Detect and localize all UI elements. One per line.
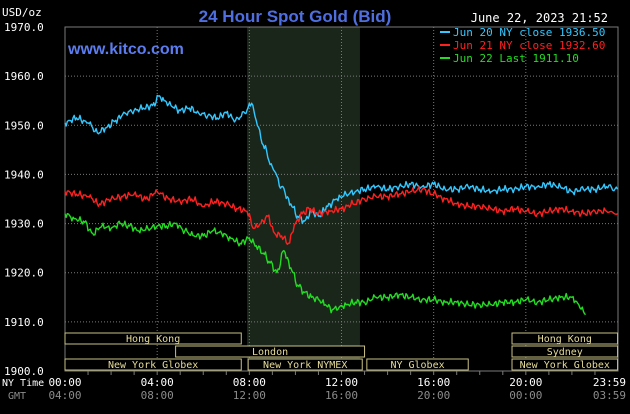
- session-label: New York Globex: [520, 360, 610, 371]
- y-tick-label: 1950.0: [4, 119, 44, 132]
- y-tick-label: 1940.0: [4, 168, 44, 181]
- x-tick-label-ny: 00:00: [48, 376, 81, 389]
- x-tick-label-ny: 20:00: [509, 376, 542, 389]
- session-label: London: [252, 347, 288, 358]
- y-tick-label: 1930.0: [4, 218, 44, 231]
- site-url-label[interactable]: www.kitco.com: [67, 41, 184, 58]
- session-bar: [511, 332, 619, 345]
- session-label: New York NYMEX: [263, 360, 347, 371]
- x-tick-label-gmt: 12:00: [233, 389, 266, 402]
- session-bar: [64, 332, 242, 345]
- session-label: Hong Kong: [126, 334, 180, 345]
- x-tick-label-gmt: 16:00: [325, 389, 358, 402]
- session-bar: [64, 358, 242, 371]
- market-hours-shade: [247, 27, 360, 371]
- session-bar: [511, 358, 619, 371]
- series-line: [64, 186, 618, 246]
- series-line: [64, 94, 619, 225]
- chart-title: 24 Hour Spot Gold (Bid): [199, 7, 392, 26]
- y-tick-label: 1960.0: [4, 70, 44, 83]
- y-tick-label: 1910.0: [4, 316, 44, 329]
- legend-entry: Jun 22 Last 1911.10: [453, 52, 579, 65]
- y-tick-label: 1900.0: [4, 365, 44, 378]
- x-tick-label-gmt: 08:00: [141, 389, 174, 402]
- session-bar: [511, 345, 619, 358]
- y-tick-label: 1920.0: [4, 267, 44, 280]
- x-tick-label-ny: 04:00: [141, 376, 174, 389]
- session-label: Sydney: [547, 347, 583, 358]
- legend-entry: Jun 20 NY close 1936.50: [453, 26, 605, 39]
- session-label: New York Globex: [108, 360, 198, 371]
- x-tick-label-ny: 08:00: [233, 376, 266, 389]
- x-axis-label-gmt: GMT: [8, 391, 26, 402]
- series-line: [64, 212, 587, 316]
- session-bar: [366, 358, 469, 371]
- session-label: NY Globex: [390, 360, 444, 371]
- x-tick-label-ny: 23:59: [593, 376, 626, 389]
- x-tick-label-ny: 12:00: [325, 376, 358, 389]
- y-axis-unit-label: USD/oz: [2, 6, 42, 19]
- plot-border: [64, 26, 619, 372]
- timestamp-label: June 22, 2023 21:52: [471, 11, 608, 25]
- x-tick-label-ny: 16:00: [417, 376, 450, 389]
- legend-entry: Jun 21 NY close 1932.60: [453, 39, 605, 52]
- x-tick-label-gmt: 20:00: [417, 389, 450, 402]
- x-tick-label-gmt: 00:00: [509, 389, 542, 402]
- session-bar: [247, 358, 363, 371]
- y-tick-label: 1970.0: [4, 21, 44, 34]
- x-tick-label-gmt: 03:59: [593, 389, 626, 402]
- session-bar: [175, 345, 366, 358]
- session-label: Hong Kong: [538, 334, 592, 345]
- x-axis-label-ny: NY Time: [2, 378, 44, 389]
- x-tick-label-gmt: 04:00: [48, 389, 81, 402]
